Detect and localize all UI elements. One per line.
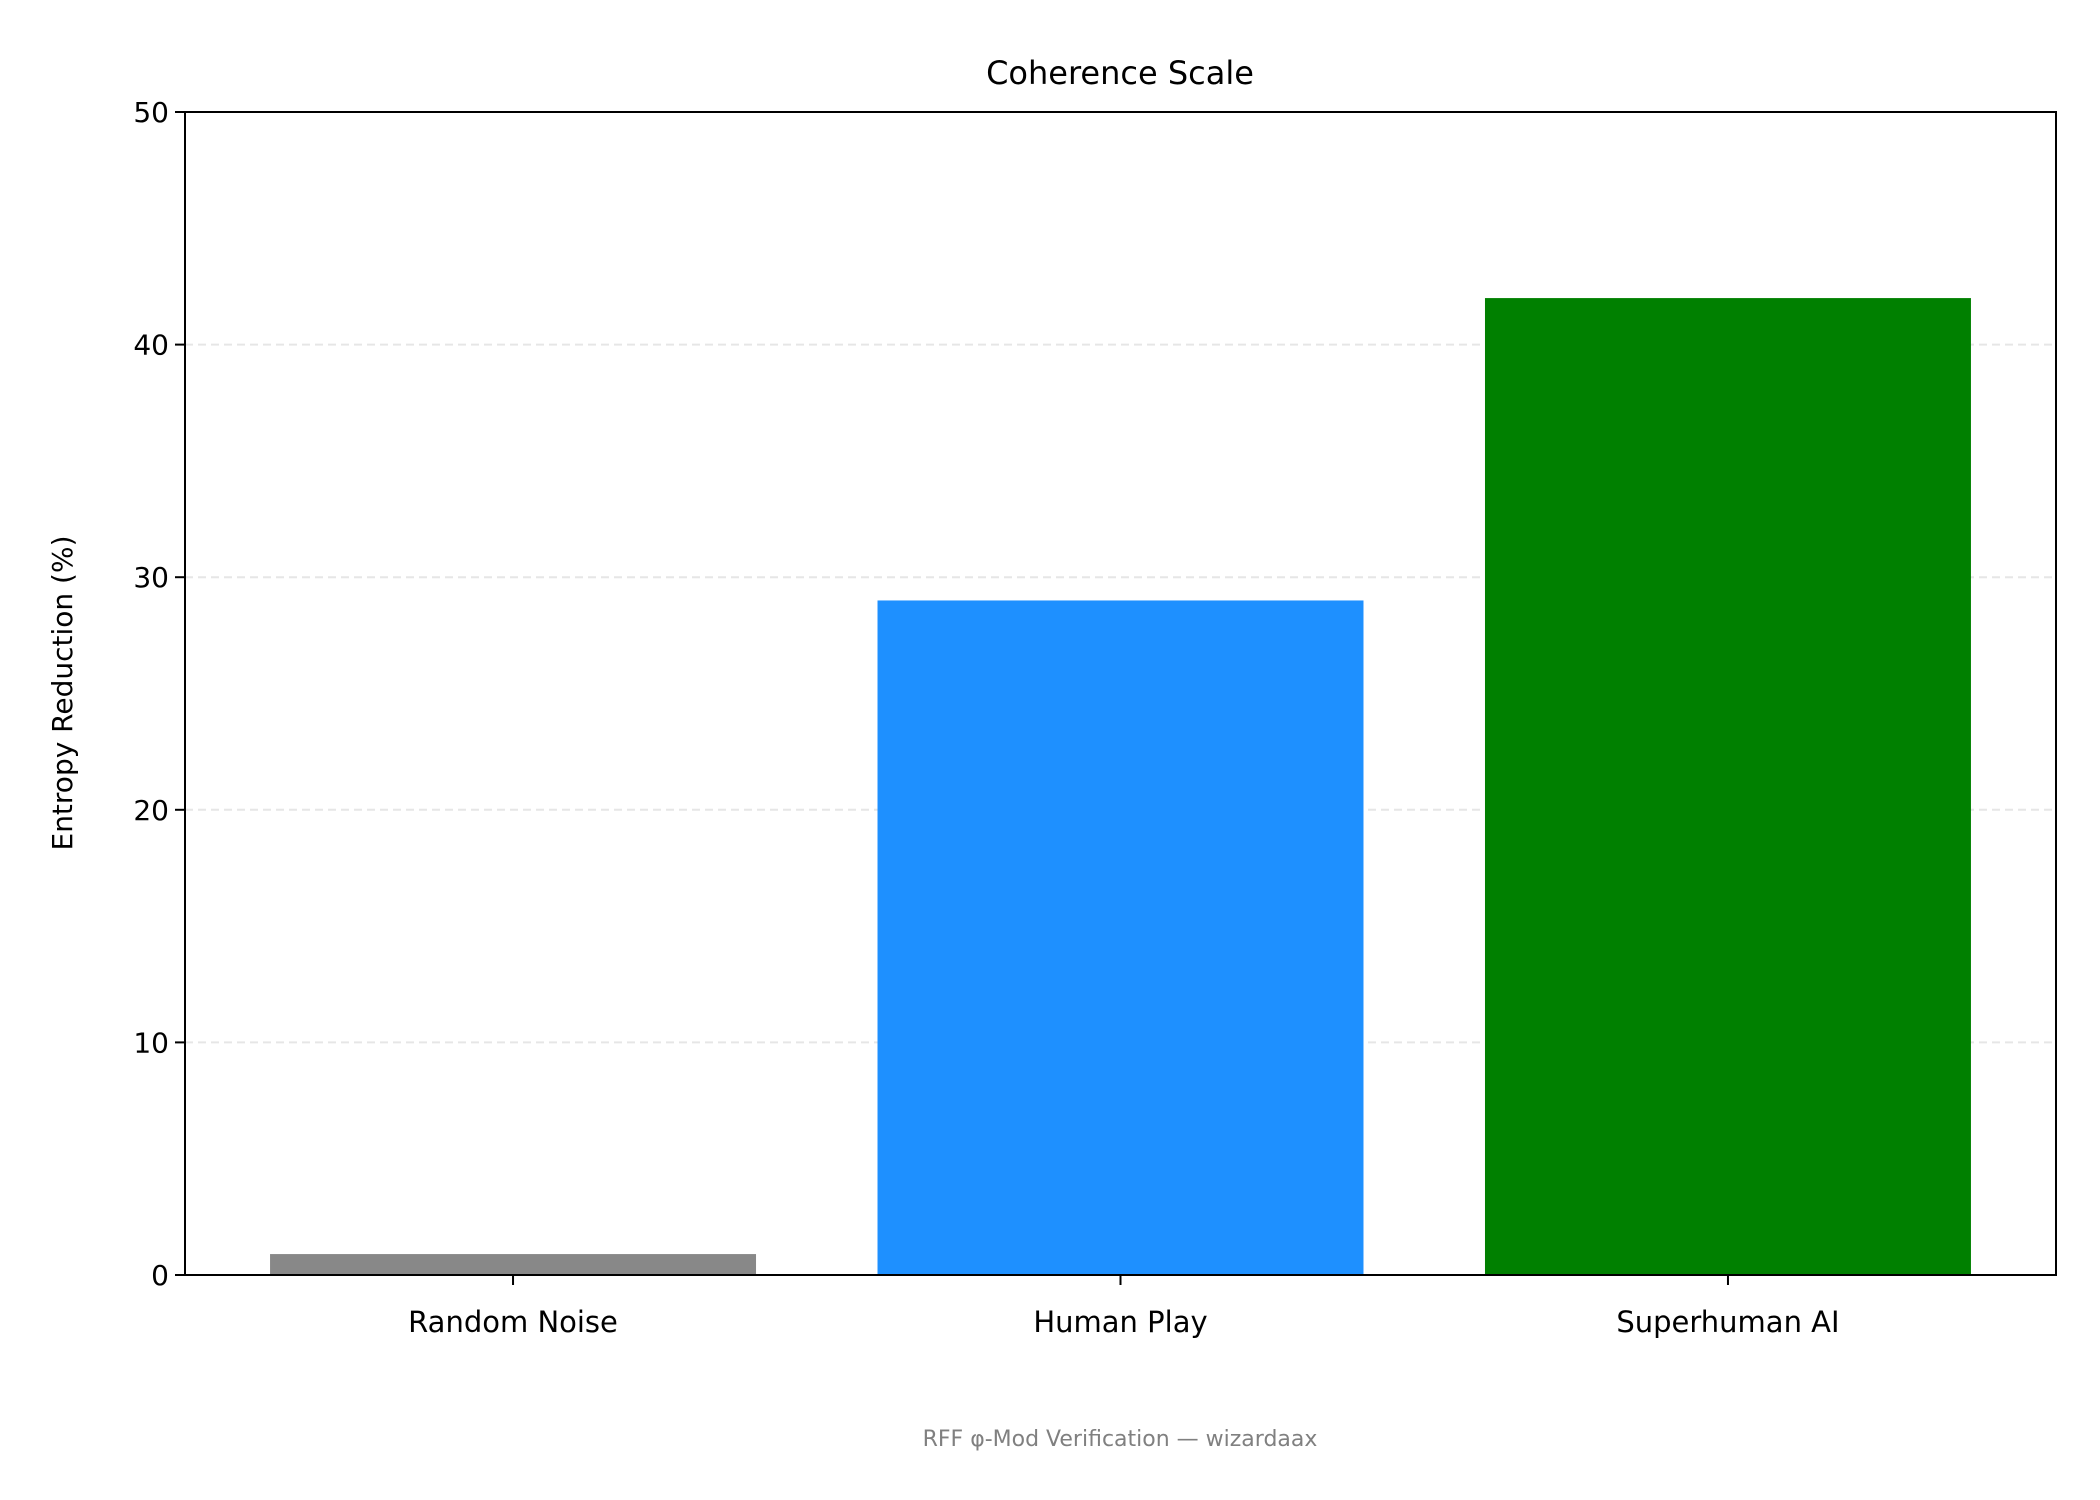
footer-credit: RFF φ-Mod Verification — wizardaax: [923, 1427, 1318, 1452]
y-axis-label: Entropy Reduction (%): [46, 535, 79, 850]
x-tick-label: Random Noise: [408, 1305, 618, 1339]
y-tick-label: 10: [133, 1026, 169, 1059]
bar-random-noise: [270, 1254, 757, 1275]
y-ticks: 0 10 20 30 40 50: [133, 96, 185, 1292]
x-tick-label: Superhuman AI: [1616, 1305, 1839, 1339]
y-tick-label: 0: [151, 1259, 169, 1292]
bar-human-play: [877, 600, 1364, 1275]
bars: [270, 298, 1971, 1276]
x-ticks: Random Noise Human Play Superhuman AI: [408, 1275, 1840, 1339]
y-tick-label: 20: [133, 794, 169, 827]
y-tick-label: 50: [133, 96, 169, 129]
y-tick-label: 30: [133, 561, 169, 594]
chart-title: Coherence Scale: [986, 54, 1254, 92]
x-tick-label: Human Play: [1033, 1305, 1207, 1339]
y-tick-label: 40: [133, 329, 169, 362]
bar-superhuman-ai: [1484, 298, 1971, 1276]
